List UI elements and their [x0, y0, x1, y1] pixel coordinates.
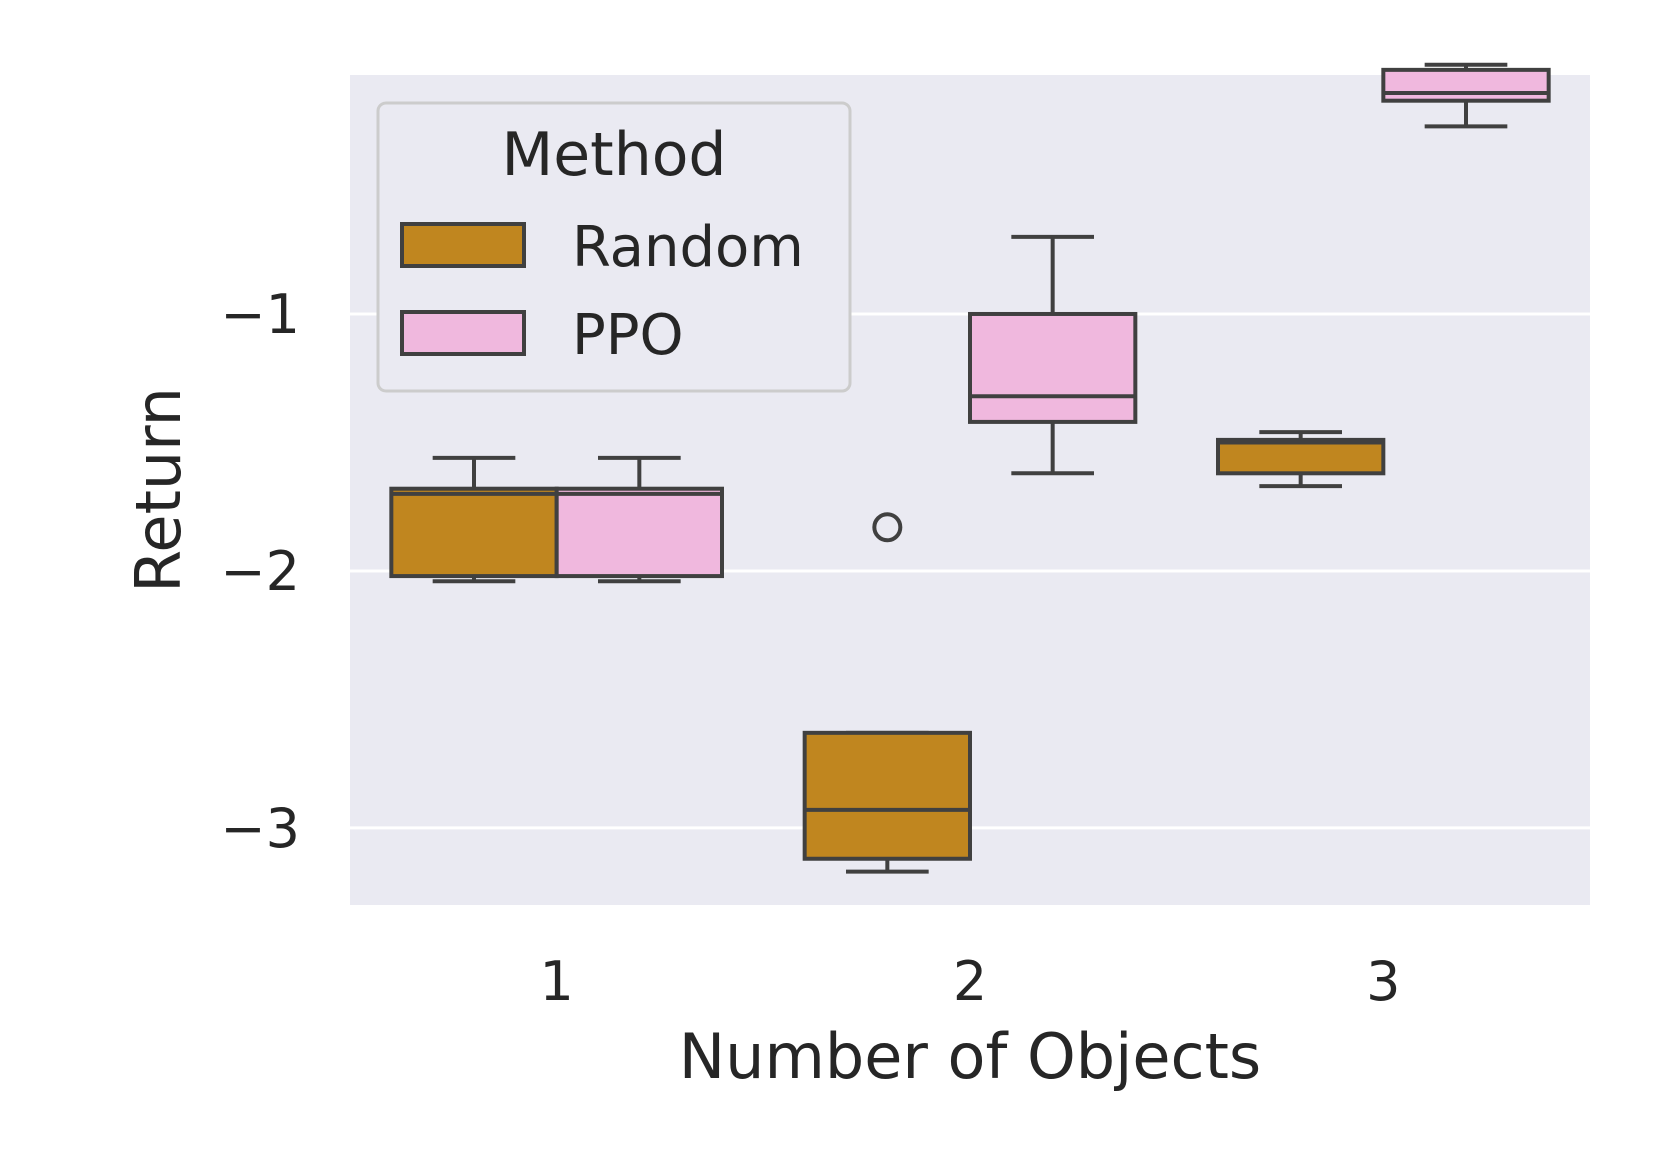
box-ppo-1: [554, 455, 725, 584]
box-ppo-3: [1381, 62, 1551, 129]
legend-label-random: Random: [572, 215, 804, 280]
legend-label-ppo: PPO: [572, 303, 684, 368]
x-tick-labels: 1 2 3: [539, 950, 1400, 1013]
x-tick-label: 2: [953, 950, 987, 1013]
box-body: [968, 311, 1138, 424]
boxes: [389, 62, 1551, 874]
y-tick-labels: −1 −2 −3: [220, 283, 300, 860]
box-body: [1381, 67, 1551, 103]
x-tick-label: 3: [1366, 950, 1400, 1013]
box-body: [1216, 437, 1386, 476]
box-body: [389, 486, 559, 579]
box-body: [802, 730, 973, 861]
y-tick-label: −3: [220, 797, 300, 860]
legend-title: Method: [501, 120, 726, 190]
legend-swatch-ppo: [400, 310, 526, 356]
y-tick-label: −2: [220, 540, 300, 603]
legend: Method Random PPO: [376, 101, 852, 393]
x-tick-label: 1: [539, 950, 573, 1013]
x-axis-label: Number of Objects: [679, 1020, 1261, 1093]
box-random-2: [802, 512, 973, 874]
y-axis-label: Return: [122, 387, 195, 593]
box-ppo-2: [968, 234, 1138, 476]
outlier-point: [872, 512, 903, 543]
box-body: [554, 486, 725, 579]
legend-swatch-random: [400, 222, 526, 268]
y-tick-label: −1: [220, 283, 300, 346]
box-random-3: [1216, 430, 1386, 489]
